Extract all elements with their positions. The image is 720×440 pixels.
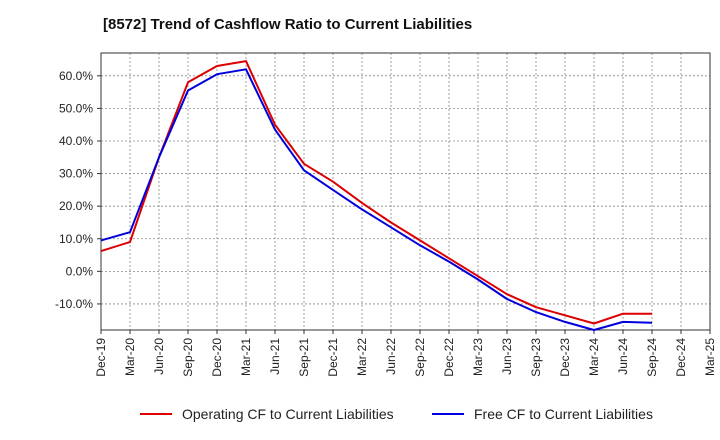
y-axis: -10.0% 0.0% 10.0% 20.0% 30.0% 40.0% 50.0% 60.0% — [55, 69, 101, 311]
x-tick-label: Mar-22 — [355, 338, 369, 376]
x-tick-label: Jun-20 — [152, 338, 166, 375]
y-tick-label: -10.0% — [55, 297, 93, 311]
x-tick-label: Mar-20 — [123, 338, 137, 376]
x-tick-label: Mar-25 — [703, 338, 717, 376]
legend-label-0: Operating CF to Current Liabilities — [182, 406, 394, 422]
x-tick-label: Dec-21 — [326, 338, 340, 377]
legend-label-1: Free CF to Current Liabilities — [474, 406, 653, 422]
x-tick-label: Dec-20 — [210, 338, 224, 377]
x-tick-label: Dec-22 — [442, 338, 456, 377]
x-tick-label: Dec-19 — [94, 338, 108, 377]
y-tick-label: 10.0% — [59, 232, 93, 246]
series-line-0 — [100, 60, 652, 325]
plot-area — [100, 52, 711, 331]
x-tick-label: Mar-21 — [239, 338, 253, 376]
x-tick-label: Sep-23 — [529, 338, 543, 377]
y-tick-label: 60.0% — [59, 69, 93, 83]
chart-title: [8572] Trend of Cashflow Ratio to Curren… — [103, 16, 472, 33]
series-lines — [100, 60, 653, 331]
x-tick-label: Jun-22 — [384, 338, 398, 375]
x-tick-label: Sep-24 — [645, 338, 659, 377]
x-tick-label: Jun-21 — [268, 338, 282, 375]
x-tick-label: Jun-23 — [500, 338, 514, 375]
x-tick-label: Sep-20 — [181, 338, 195, 377]
y-tick-label: 30.0% — [59, 167, 93, 181]
y-tick-label: 20.0% — [59, 199, 93, 213]
series-line-1 — [100, 68, 653, 331]
y-tick-label: 0.0% — [66, 264, 94, 278]
x-tick-label: Mar-23 — [471, 338, 485, 376]
y-tick-label: 50.0% — [59, 101, 93, 115]
x-axis: Dec-19 Mar-20 Jun-20 Sep-20 Dec-20 Mar-21 Jun-… — [94, 330, 717, 377]
x-tick-label: Jun-24 — [616, 338, 630, 375]
x-tick-label: Sep-21 — [297, 338, 311, 377]
legend: Operating CF to Current Liabilities Free … — [140, 406, 653, 422]
x-tick-label: Dec-24 — [674, 338, 688, 377]
x-tick-label: Mar-24 — [587, 338, 601, 376]
grid — [101, 53, 710, 330]
x-tick-label: Sep-22 — [413, 338, 427, 377]
x-tick-label: Dec-23 — [558, 338, 572, 377]
y-tick-label: 40.0% — [59, 134, 93, 148]
